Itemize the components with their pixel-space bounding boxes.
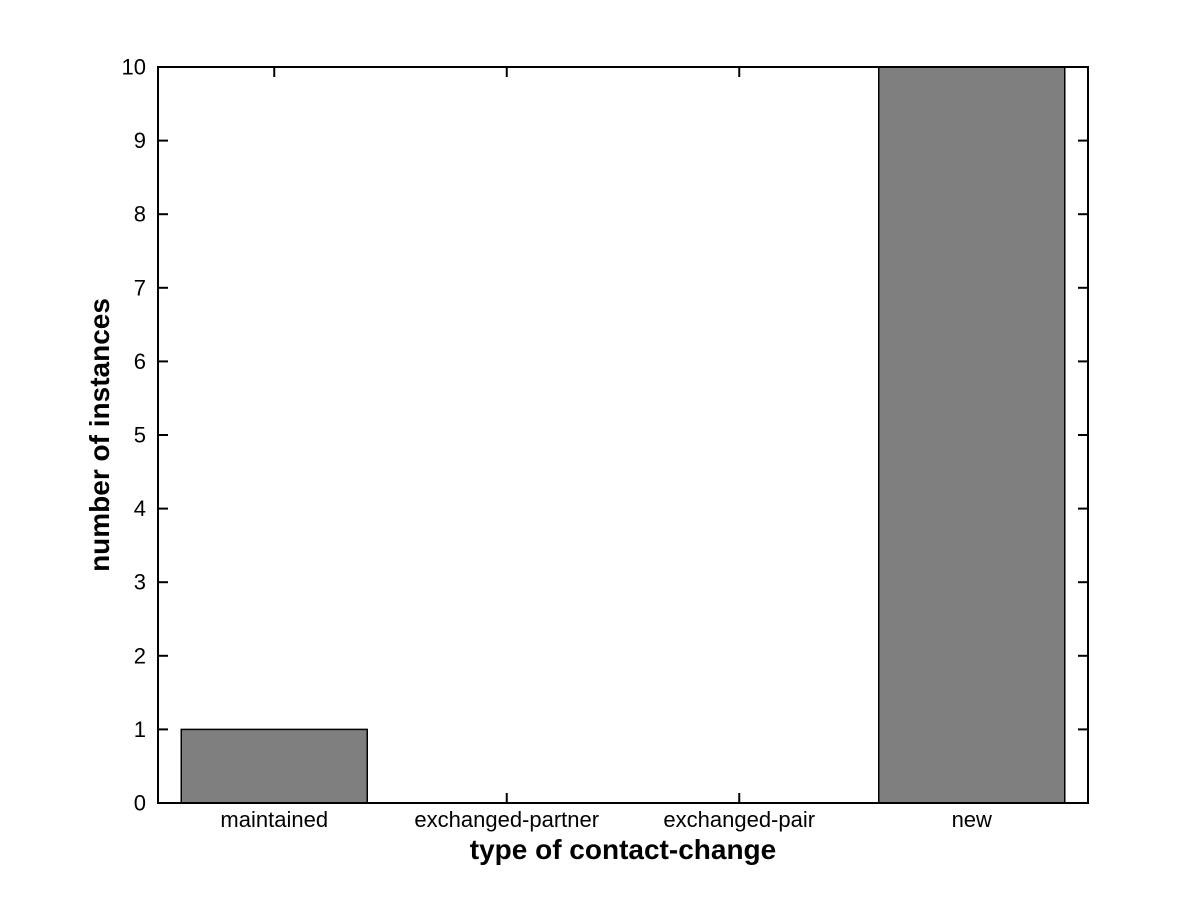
y-tick-label: 9	[134, 128, 146, 153]
y-tick-label: 4	[134, 496, 146, 521]
y-tick-label: 2	[134, 643, 146, 668]
y-tick-label: 7	[134, 275, 146, 300]
y-axis-label: number of instances	[84, 298, 115, 572]
x-axis-label: type of contact-change	[469, 834, 777, 865]
bar-maintained	[180, 728, 368, 804]
y-tick-label: 5	[134, 423, 146, 448]
x-tick-label: maintained	[220, 807, 328, 832]
axis-box	[157, 66, 1089, 804]
y-tick-label: 8	[134, 202, 146, 227]
x-tick-label: exchanged-partner	[414, 807, 599, 832]
y-tick-label: 6	[134, 349, 146, 374]
y-tick-label: 3	[134, 570, 146, 595]
y-tick-label: 0	[134, 791, 146, 816]
x-tick-label: new	[952, 807, 992, 832]
bar-new	[878, 66, 1066, 804]
x-tick-label: exchanged-pair	[663, 807, 815, 832]
y-tick-label: 10	[122, 55, 146, 80]
y-tick-label: 1	[134, 717, 146, 742]
